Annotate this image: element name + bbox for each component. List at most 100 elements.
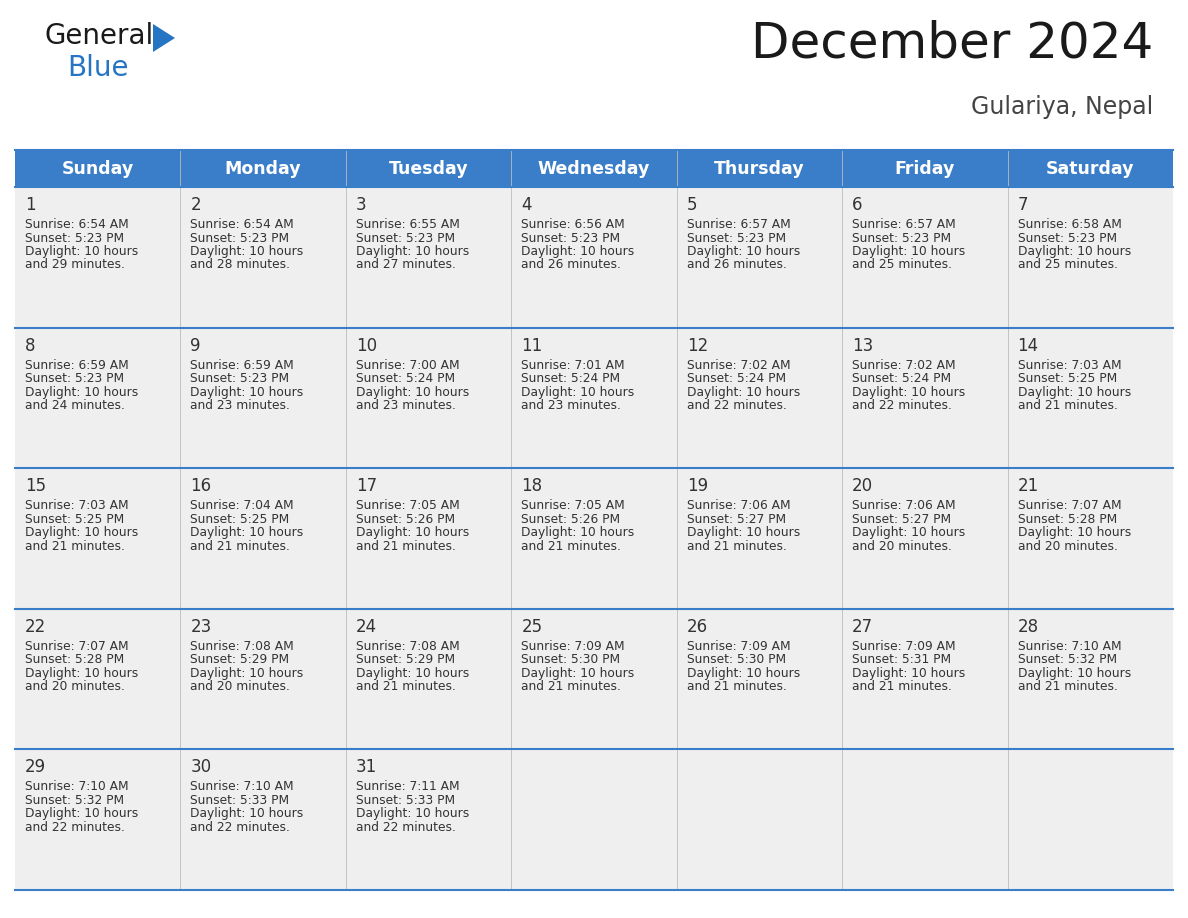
Text: and 20 minutes.: and 20 minutes. xyxy=(25,680,125,693)
Text: 2: 2 xyxy=(190,196,201,214)
Text: 8: 8 xyxy=(25,337,36,354)
Text: 9: 9 xyxy=(190,337,201,354)
Text: Daylight: 10 hours: Daylight: 10 hours xyxy=(190,666,304,680)
Text: Sunset: 5:23 PM: Sunset: 5:23 PM xyxy=(687,231,785,244)
Text: Daylight: 10 hours: Daylight: 10 hours xyxy=(190,808,304,821)
Bar xyxy=(15,150,1173,187)
Text: Sunrise: 6:55 AM: Sunrise: 6:55 AM xyxy=(356,218,460,231)
Text: Sunset: 5:30 PM: Sunset: 5:30 PM xyxy=(522,654,620,666)
Text: Sunrise: 7:08 AM: Sunrise: 7:08 AM xyxy=(356,640,460,653)
Text: Daylight: 10 hours: Daylight: 10 hours xyxy=(687,386,800,398)
Text: Sunset: 5:28 PM: Sunset: 5:28 PM xyxy=(25,654,125,666)
Text: 31: 31 xyxy=(356,758,377,777)
Text: Sunrise: 6:54 AM: Sunrise: 6:54 AM xyxy=(190,218,295,231)
Text: and 22 minutes.: and 22 minutes. xyxy=(687,399,786,412)
Text: Sunrise: 7:05 AM: Sunrise: 7:05 AM xyxy=(522,499,625,512)
Text: and 26 minutes.: and 26 minutes. xyxy=(522,259,621,272)
Text: 6: 6 xyxy=(852,196,862,214)
Text: Daylight: 10 hours: Daylight: 10 hours xyxy=(25,245,138,258)
Text: Gulariya, Nepal: Gulariya, Nepal xyxy=(971,95,1154,119)
Text: 12: 12 xyxy=(687,337,708,354)
Text: Sunset: 5:30 PM: Sunset: 5:30 PM xyxy=(687,654,785,666)
Text: Daylight: 10 hours: Daylight: 10 hours xyxy=(190,526,304,539)
Text: Sunset: 5:23 PM: Sunset: 5:23 PM xyxy=(356,231,455,244)
Text: and 21 minutes.: and 21 minutes. xyxy=(522,680,621,693)
Text: Daylight: 10 hours: Daylight: 10 hours xyxy=(1018,245,1131,258)
Text: Sunset: 5:24 PM: Sunset: 5:24 PM xyxy=(356,372,455,385)
Text: and 20 minutes.: and 20 minutes. xyxy=(190,680,290,693)
Text: Sunset: 5:23 PM: Sunset: 5:23 PM xyxy=(25,231,124,244)
Text: Daylight: 10 hours: Daylight: 10 hours xyxy=(522,666,634,680)
Text: Daylight: 10 hours: Daylight: 10 hours xyxy=(190,386,304,398)
Text: Daylight: 10 hours: Daylight: 10 hours xyxy=(852,386,966,398)
Text: Sunset: 5:26 PM: Sunset: 5:26 PM xyxy=(356,512,455,526)
Text: Daylight: 10 hours: Daylight: 10 hours xyxy=(687,245,800,258)
Text: Sunrise: 6:59 AM: Sunrise: 6:59 AM xyxy=(190,359,295,372)
Bar xyxy=(15,328,1173,468)
Text: and 23 minutes.: and 23 minutes. xyxy=(190,399,290,412)
Text: Sunrise: 7:01 AM: Sunrise: 7:01 AM xyxy=(522,359,625,372)
Text: Daylight: 10 hours: Daylight: 10 hours xyxy=(522,386,634,398)
Text: and 22 minutes.: and 22 minutes. xyxy=(25,821,125,834)
Text: Friday: Friday xyxy=(895,160,955,177)
Text: and 25 minutes.: and 25 minutes. xyxy=(1018,259,1118,272)
Text: Sunset: 5:24 PM: Sunset: 5:24 PM xyxy=(522,372,620,385)
Text: Sunrise: 7:04 AM: Sunrise: 7:04 AM xyxy=(190,499,295,512)
Text: 4: 4 xyxy=(522,196,532,214)
Text: 23: 23 xyxy=(190,618,211,636)
Text: 29: 29 xyxy=(25,758,46,777)
Polygon shape xyxy=(153,24,175,52)
Text: Sunrise: 6:54 AM: Sunrise: 6:54 AM xyxy=(25,218,128,231)
Text: and 21 minutes.: and 21 minutes. xyxy=(190,540,290,553)
Text: Sunrise: 7:09 AM: Sunrise: 7:09 AM xyxy=(852,640,956,653)
Text: and 20 minutes.: and 20 minutes. xyxy=(1018,540,1118,553)
Text: 25: 25 xyxy=(522,618,543,636)
Text: Sunset: 5:24 PM: Sunset: 5:24 PM xyxy=(852,372,952,385)
Text: and 28 minutes.: and 28 minutes. xyxy=(190,259,290,272)
Text: Sunset: 5:23 PM: Sunset: 5:23 PM xyxy=(25,372,124,385)
Text: and 27 minutes.: and 27 minutes. xyxy=(356,259,456,272)
Text: Sunset: 5:25 PM: Sunset: 5:25 PM xyxy=(25,512,125,526)
Bar xyxy=(15,468,1173,609)
Text: and 24 minutes.: and 24 minutes. xyxy=(25,399,125,412)
Text: 13: 13 xyxy=(852,337,873,354)
Text: 7: 7 xyxy=(1018,196,1028,214)
Text: Daylight: 10 hours: Daylight: 10 hours xyxy=(1018,526,1131,539)
Text: Daylight: 10 hours: Daylight: 10 hours xyxy=(522,526,634,539)
Text: Sunrise: 7:03 AM: Sunrise: 7:03 AM xyxy=(1018,359,1121,372)
Text: and 21 minutes.: and 21 minutes. xyxy=(522,540,621,553)
Text: Daylight: 10 hours: Daylight: 10 hours xyxy=(356,808,469,821)
Text: Sunrise: 7:06 AM: Sunrise: 7:06 AM xyxy=(687,499,790,512)
Text: Sunset: 5:26 PM: Sunset: 5:26 PM xyxy=(522,512,620,526)
Text: 20: 20 xyxy=(852,477,873,495)
Text: 26: 26 xyxy=(687,618,708,636)
Bar xyxy=(15,609,1173,749)
Text: and 29 minutes.: and 29 minutes. xyxy=(25,259,125,272)
Text: Sunset: 5:31 PM: Sunset: 5:31 PM xyxy=(852,654,952,666)
Text: 16: 16 xyxy=(190,477,211,495)
Text: Sunrise: 7:03 AM: Sunrise: 7:03 AM xyxy=(25,499,128,512)
Text: and 23 minutes.: and 23 minutes. xyxy=(356,399,456,412)
Text: 14: 14 xyxy=(1018,337,1038,354)
Text: Sunset: 5:27 PM: Sunset: 5:27 PM xyxy=(852,512,952,526)
Text: Sunrise: 6:57 AM: Sunrise: 6:57 AM xyxy=(687,218,790,231)
Text: Sunrise: 6:59 AM: Sunrise: 6:59 AM xyxy=(25,359,128,372)
Text: Sunrise: 7:06 AM: Sunrise: 7:06 AM xyxy=(852,499,956,512)
Text: 19: 19 xyxy=(687,477,708,495)
Text: Daylight: 10 hours: Daylight: 10 hours xyxy=(1018,386,1131,398)
Text: Thursday: Thursday xyxy=(714,160,804,177)
Text: Sunset: 5:32 PM: Sunset: 5:32 PM xyxy=(1018,654,1117,666)
Text: and 20 minutes.: and 20 minutes. xyxy=(852,540,952,553)
Text: Sunrise: 7:08 AM: Sunrise: 7:08 AM xyxy=(190,640,295,653)
Text: Sunrise: 7:09 AM: Sunrise: 7:09 AM xyxy=(522,640,625,653)
Text: Sunset: 5:25 PM: Sunset: 5:25 PM xyxy=(1018,372,1117,385)
Text: Daylight: 10 hours: Daylight: 10 hours xyxy=(852,666,966,680)
Text: Sunset: 5:23 PM: Sunset: 5:23 PM xyxy=(522,231,620,244)
Text: Sunset: 5:23 PM: Sunset: 5:23 PM xyxy=(190,231,290,244)
Text: 15: 15 xyxy=(25,477,46,495)
Text: Daylight: 10 hours: Daylight: 10 hours xyxy=(190,245,304,258)
Text: 3: 3 xyxy=(356,196,366,214)
Text: Sunset: 5:24 PM: Sunset: 5:24 PM xyxy=(687,372,785,385)
Text: General: General xyxy=(45,22,154,50)
Text: 21: 21 xyxy=(1018,477,1038,495)
